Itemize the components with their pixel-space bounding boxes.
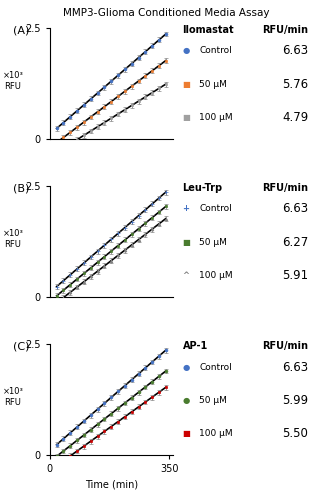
- Text: 100 μM: 100 μM: [199, 272, 233, 280]
- Text: 100 μM: 100 μM: [199, 113, 233, 122]
- Text: ×10³
RFU: ×10³ RFU: [3, 229, 23, 249]
- Text: 6.27: 6.27: [282, 236, 308, 249]
- Text: RFU/min: RFU/min: [262, 183, 308, 193]
- Text: Control: Control: [199, 204, 232, 214]
- Text: 6.63: 6.63: [282, 202, 308, 215]
- Text: ●: ●: [182, 362, 190, 372]
- Text: 50 μM: 50 μM: [199, 238, 227, 247]
- Text: RFU/min: RFU/min: [262, 25, 308, 35]
- Text: ×10³
RFU: ×10³ RFU: [3, 387, 23, 407]
- Text: 50 μM: 50 μM: [199, 396, 227, 405]
- Text: ■: ■: [182, 430, 190, 438]
- Text: RFU/min: RFU/min: [262, 341, 308, 351]
- Text: Ilomastat: Ilomastat: [183, 25, 234, 35]
- Text: ●: ●: [182, 396, 190, 405]
- Text: 5.76: 5.76: [282, 78, 308, 91]
- Text: 5.99: 5.99: [282, 394, 308, 407]
- Text: Control: Control: [199, 362, 232, 372]
- Text: Control: Control: [199, 46, 232, 56]
- Text: AP-1: AP-1: [183, 341, 208, 351]
- Text: (C): (C): [13, 342, 30, 351]
- Text: ■: ■: [182, 238, 190, 247]
- Text: ●: ●: [182, 46, 190, 56]
- Text: ■: ■: [182, 80, 190, 89]
- Text: (B): (B): [13, 184, 29, 194]
- Text: 4.79: 4.79: [282, 111, 308, 124]
- Text: 5.50: 5.50: [282, 428, 308, 440]
- Text: 50 μM: 50 μM: [199, 80, 227, 89]
- Text: ■: ■: [182, 113, 190, 122]
- Text: ^: ^: [182, 272, 190, 280]
- Text: MMP3-Glioma Conditioned Media Assay: MMP3-Glioma Conditioned Media Assay: [63, 8, 269, 18]
- Text: ×10³
RFU: ×10³ RFU: [3, 71, 23, 91]
- Text: +: +: [182, 204, 190, 214]
- Text: 6.63: 6.63: [282, 44, 308, 58]
- Text: 6.63: 6.63: [282, 360, 308, 374]
- Text: 100 μM: 100 μM: [199, 430, 233, 438]
- X-axis label: Time (min): Time (min): [85, 480, 138, 490]
- Text: 5.91: 5.91: [282, 270, 308, 282]
- Text: Leu-Trp: Leu-Trp: [183, 183, 223, 193]
- Text: (A): (A): [13, 26, 29, 36]
